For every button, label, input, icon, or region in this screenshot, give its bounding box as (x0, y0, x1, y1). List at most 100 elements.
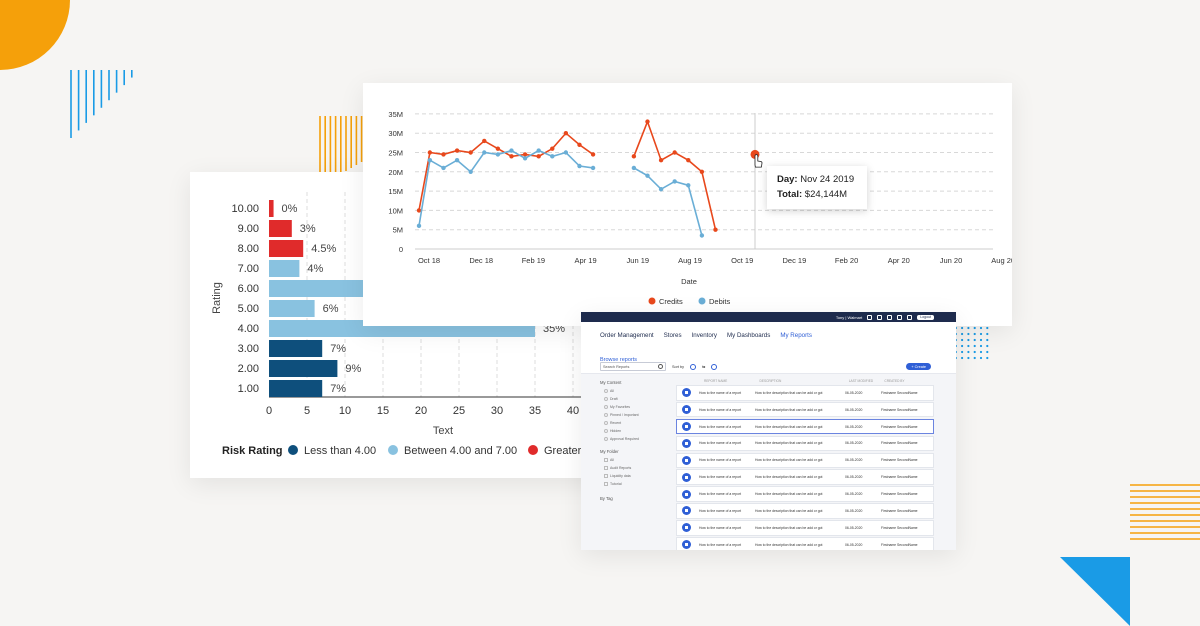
nav-order-management[interactable]: Order Management (600, 331, 654, 339)
grid-dot (973, 338, 976, 342)
report-author: Firstname SecondName (881, 542, 918, 547)
table-row[interactable]: How to the name of a report How to the de… (676, 537, 934, 550)
logout-button[interactable]: Logout (917, 314, 934, 320)
grid-dot (973, 326, 976, 330)
subnav: Browse reports (581, 348, 956, 363)
sidebar-item-label: All (610, 458, 614, 462)
table-row[interactable]: How to the name of a report How to the de… (676, 520, 934, 536)
report-icon (682, 472, 691, 482)
y-tick-label: 8.00 (238, 243, 259, 255)
x-tick-label: 10 (339, 405, 351, 417)
nav-inventory[interactable]: Inventory (691, 331, 717, 339)
table-row[interactable]: How to the name of a report How to the de… (676, 486, 934, 502)
bar-data-label: 4% (307, 263, 323, 275)
swap-icon[interactable]: ⇆ (702, 365, 706, 369)
report-name: How to the name of a report (699, 508, 742, 513)
table-row[interactable]: How to the name of a report How to the de… (676, 435, 934, 452)
folder-icon (604, 482, 608, 486)
report-icon (682, 506, 691, 516)
tooltip-total-value: $24,144M (804, 189, 848, 200)
report-icon (682, 405, 691, 415)
nav-my-reports[interactable]: My Reports (780, 331, 812, 339)
table-row[interactable]: How to the name of a report How to the de… (676, 385, 934, 401)
sidebar-content-item[interactable]: Pinned / Important (604, 411, 670, 419)
table-row[interactable]: How to the name of a report How to the de… (676, 401, 934, 418)
bar (269, 360, 338, 377)
sort-label[interactable]: Sort by (672, 364, 685, 369)
radio-icon (604, 405, 608, 409)
data-point (509, 148, 514, 153)
grid-dot (979, 350, 983, 354)
data-point (645, 173, 650, 178)
search-placeholder: Search Reports (603, 365, 630, 369)
report-description: How to the description that can be add o… (755, 525, 823, 530)
gear-icon[interactable] (887, 314, 893, 320)
sidebar-folder-item[interactable]: Audit Reports (604, 464, 670, 472)
sidebar-folder-item[interactable]: All (604, 456, 670, 464)
x-tick-label: Aug 20 (991, 256, 1012, 265)
sidebar-content-item[interactable]: Approval Required (604, 435, 670, 443)
grid-dot (961, 344, 964, 348)
grid-dot (979, 326, 983, 330)
radio-icon (604, 397, 608, 401)
bar (269, 380, 323, 397)
search-input[interactable]: Search Reports (600, 362, 666, 371)
sidebar-content-item[interactable]: All (604, 387, 670, 395)
search-icon (658, 364, 663, 369)
col-report-name[interactable]: REPORT NAME (704, 379, 728, 383)
sort-icon[interactable] (690, 363, 697, 370)
sidebar-folder-item[interactable]: Tutorial (604, 480, 670, 488)
table-row[interactable]: How to the name of a report How to the de… (676, 469, 934, 485)
y-tick-label: 0 (399, 245, 403, 254)
legend-swatch (698, 297, 706, 305)
x-tick-label: Oct 18 (418, 256, 440, 265)
report-author: Firstname SecondName (881, 508, 918, 513)
table-row[interactable]: How to the name of a report How to the de… (676, 503, 934, 519)
data-point (427, 158, 433, 163)
table-row[interactable]: How to the name of a report How to the de… (676, 452, 934, 469)
y-tick-label: 15M (388, 187, 403, 196)
data-point (468, 169, 473, 174)
sidebar-item-label: Approval Required (610, 437, 639, 441)
data-point (550, 154, 555, 159)
folder-icon[interactable] (897, 314, 903, 320)
nav-my-dashboards[interactable]: My Dashboards (727, 331, 771, 339)
report-author: Firstname SecondName (881, 475, 918, 480)
browse-reports-link[interactable]: Browse reports (600, 357, 637, 363)
grid-dot (967, 326, 970, 330)
data-point (672, 150, 677, 155)
sidebar-content-item[interactable]: My Favorites (604, 403, 670, 411)
report-date: 06-05-2020 (845, 407, 863, 412)
sidebar-item-label: Audit Reports (610, 466, 632, 470)
data-point (645, 119, 650, 124)
sidebar-folder-item[interactable]: Liquidity data (604, 472, 670, 480)
y-tick-label: 20M (388, 168, 403, 177)
sidebar-item-label: Draft (610, 397, 618, 401)
report-name: How to the name of a report (699, 542, 742, 547)
x-axis-title: Text (433, 425, 453, 437)
legend-swatch (388, 445, 398, 455)
nav-stores[interactable]: Stores (663, 331, 682, 339)
create-button[interactable]: + Create (906, 363, 931, 370)
y-tick-label: 4.00 (238, 323, 259, 335)
legend-label: Debits (709, 297, 731, 306)
col-last-modified[interactable]: LAST MODIFIED (848, 379, 874, 383)
col-description[interactable]: DESCRIPTION (759, 379, 782, 383)
report-icon (682, 523, 691, 533)
data-point (577, 163, 582, 169)
data-point (699, 233, 705, 238)
report-description: How to the description that can be add o… (755, 441, 823, 446)
legend-label: Less than 4.00 (304, 445, 376, 457)
tools-icon[interactable] (907, 314, 913, 320)
avatar-icon[interactable] (867, 314, 873, 320)
col-created-by[interactable]: CREATED BY (884, 379, 905, 383)
grid-dot (967, 338, 970, 342)
table-row[interactable]: How to the name of a report How to the de… (676, 418, 934, 435)
grid-icon[interactable] (877, 314, 883, 320)
sidebar-content-item[interactable]: Hidden (604, 427, 670, 435)
info-icon[interactable] (711, 363, 718, 370)
orange-quarter-circle (0, 0, 70, 70)
sidebar-content-item[interactable]: Draft (604, 395, 670, 403)
sidebar-content-item[interactable]: Recent (604, 419, 670, 427)
grid-dot (961, 332, 964, 336)
